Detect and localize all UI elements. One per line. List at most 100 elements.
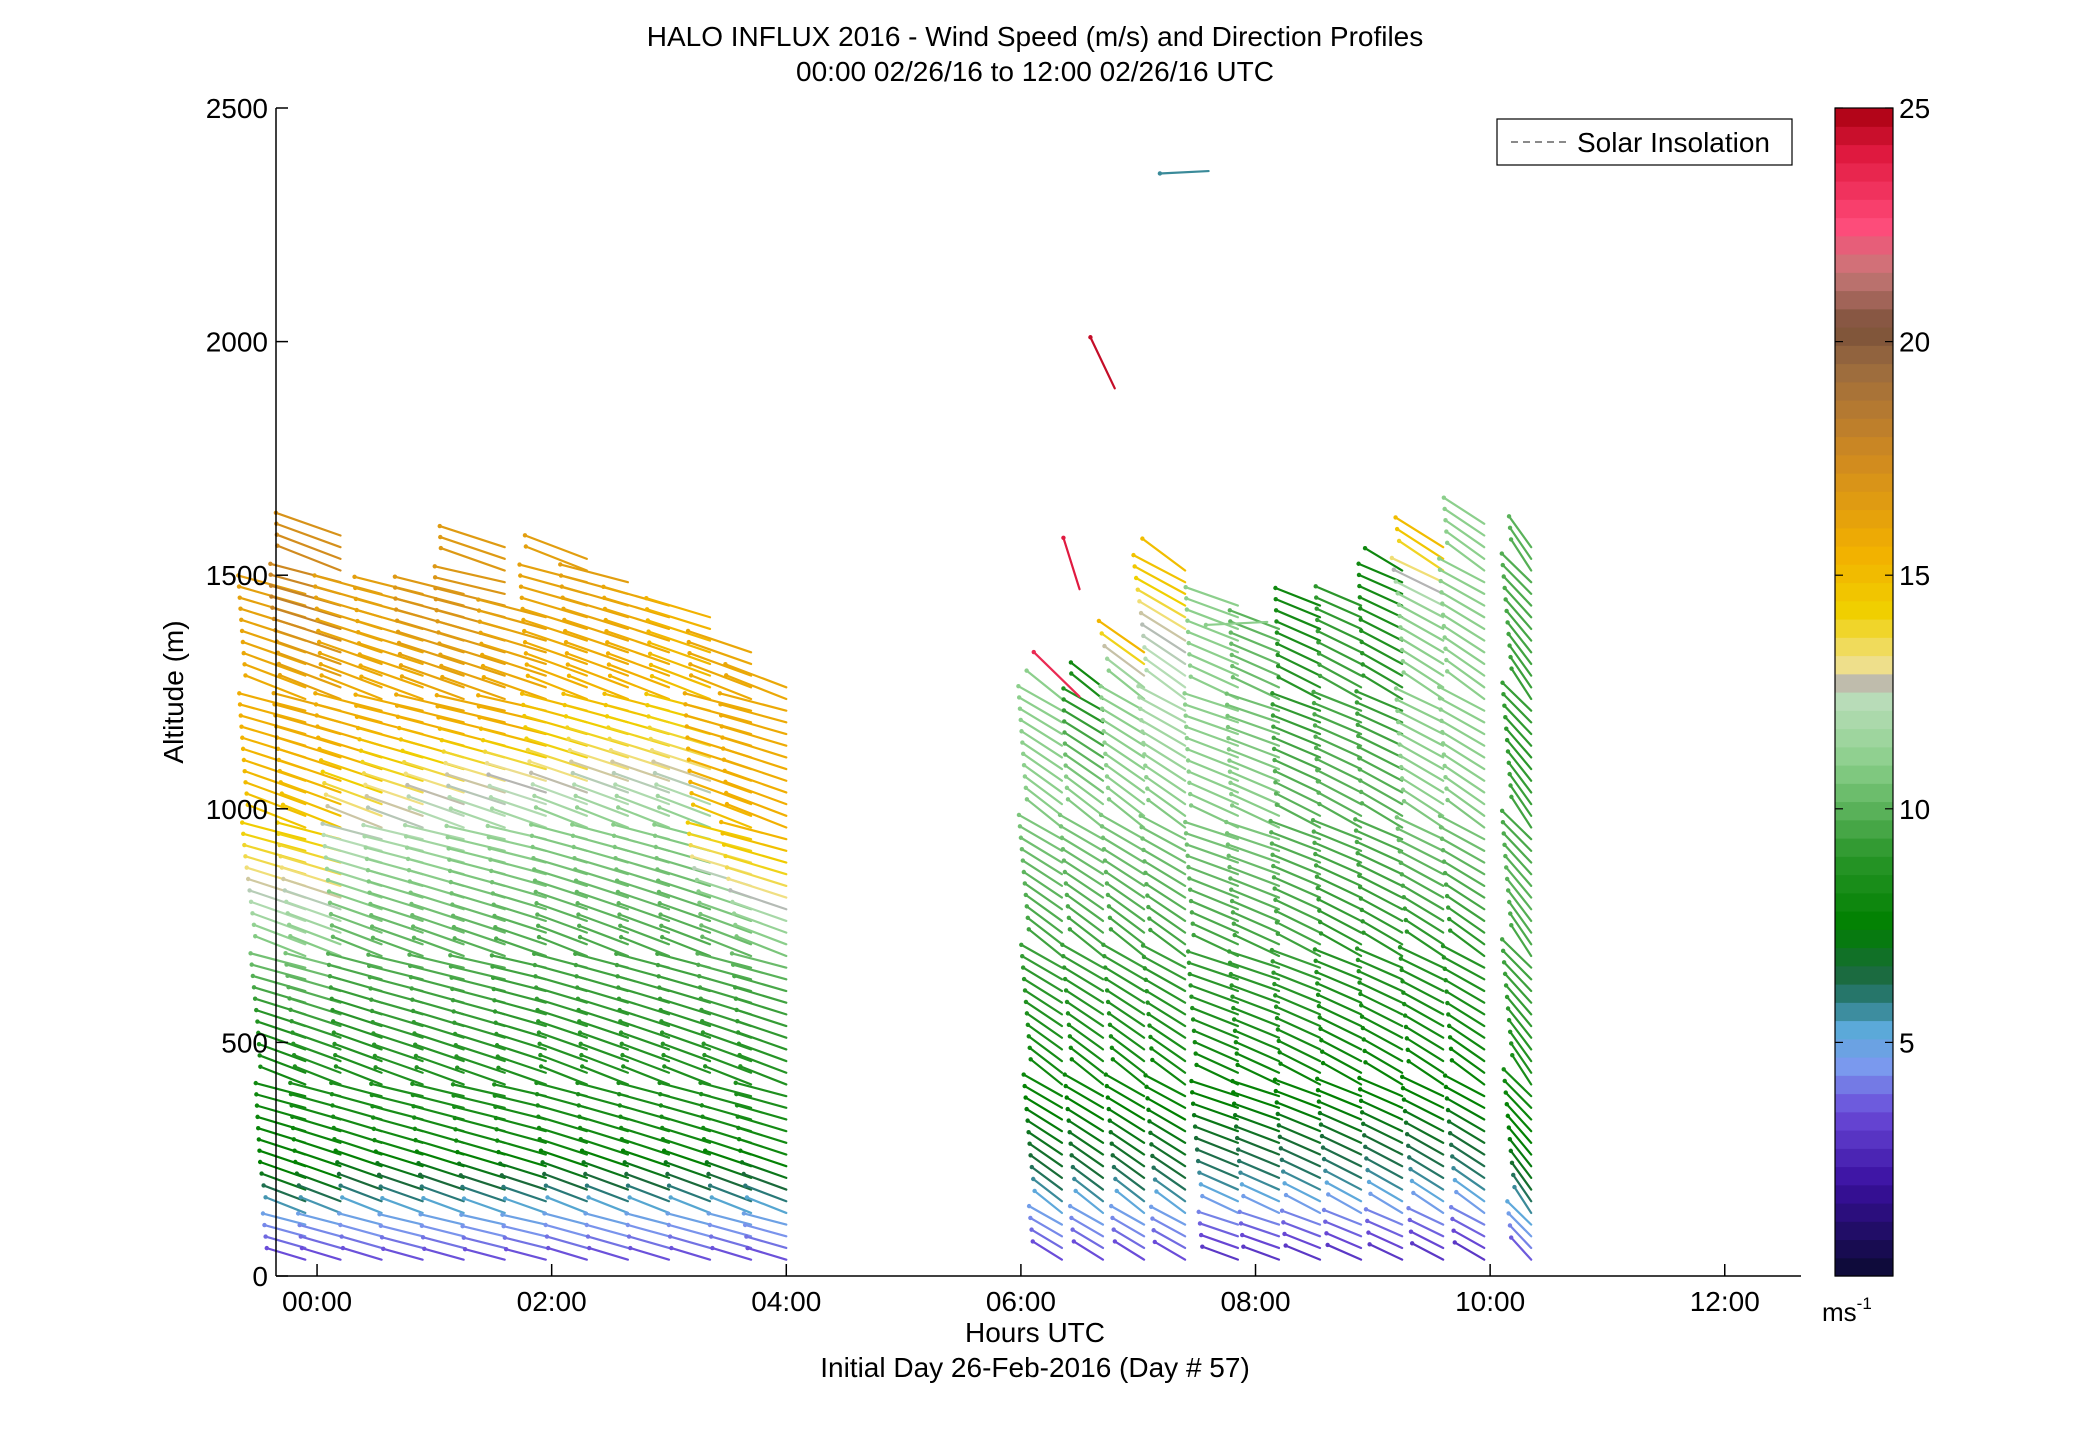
wind-barb-tip	[742, 1222, 748, 1228]
wind-barb-tip	[1104, 1083, 1109, 1089]
wind-barb-tip	[1365, 1167, 1370, 1173]
wind-barb	[1276, 653, 1322, 677]
wind-barb-tip	[1363, 1207, 1369, 1212]
wind-barb-tip	[354, 703, 359, 708]
wind-barb-tip	[1066, 1022, 1072, 1028]
wind-barb-tip	[1190, 921, 1195, 926]
wind-barb-tip	[1148, 1130, 1153, 1136]
wind-barb-tip	[1062, 719, 1067, 724]
wind-barb-tip	[1026, 1129, 1031, 1135]
wind-barb-tip	[394, 692, 399, 697]
wind-barb	[328, 901, 383, 923]
wind-barb-tip	[408, 963, 413, 969]
wind-barb-tip	[410, 1081, 415, 1087]
wind-barb	[1144, 657, 1187, 689]
colorbar-band	[1835, 655, 1893, 675]
wind-barb	[740, 1161, 788, 1179]
wind-barb-tip	[264, 1245, 269, 1251]
wind-barb-tip	[1276, 675, 1281, 680]
wind-barb-tip	[1271, 970, 1276, 975]
wind-barb	[1319, 920, 1363, 946]
wind-barb	[1275, 631, 1322, 654]
wind-barb	[393, 575, 465, 595]
wind-barb	[605, 630, 671, 654]
wind-barb	[1411, 1242, 1445, 1261]
wind-barb-tip	[405, 856, 411, 862]
wind-barb-tip	[448, 806, 454, 811]
wind-barb	[1356, 723, 1404, 747]
wind-barb	[1231, 1079, 1281, 1098]
wind-barb	[438, 524, 506, 549]
wind-barb-tip	[696, 962, 701, 968]
wind-barb-tip	[689, 854, 695, 859]
wind-barb-tip	[450, 1082, 456, 1087]
wind-barb	[249, 900, 307, 923]
wind-barb-tip	[447, 868, 453, 874]
wind-barb-tip	[618, 923, 623, 929]
wind-barb	[573, 857, 630, 876]
wind-barb-tip	[1268, 818, 1273, 824]
wind-barb-tip	[316, 735, 321, 740]
wind-barb	[326, 805, 383, 829]
wind-barb-tip	[1227, 960, 1233, 965]
wind-barb	[525, 737, 588, 759]
wind-barb	[1269, 820, 1322, 841]
wind-barb-tip	[443, 760, 448, 766]
wind-barb-tip	[1068, 1045, 1073, 1051]
wind-barb-tip	[1140, 622, 1145, 627]
wind-barb-tip	[1313, 958, 1318, 963]
wind-barb	[1273, 982, 1322, 1004]
wind-barb-tip	[1399, 776, 1405, 781]
wind-barb-tip	[1443, 646, 1448, 651]
wind-barb	[628, 1196, 671, 1215]
wind-barb-tip	[1151, 1165, 1156, 1170]
wind-barb-tip	[659, 923, 664, 929]
wind-barb-tip	[524, 662, 529, 667]
wind-barb	[501, 1213, 547, 1226]
wind-barb-tip	[1065, 1106, 1070, 1112]
wind-barb-tip	[448, 953, 453, 958]
chart-title: HALO INFLUX 2016 - Wind Speed (m/s) and …	[647, 21, 1424, 52]
wind-barb	[1316, 982, 1363, 1004]
wind-barb	[1197, 1159, 1240, 1179]
wind-barb-tip	[444, 772, 450, 777]
wind-barb-tip	[1400, 883, 1406, 888]
wind-barb-tip	[1026, 927, 1031, 932]
wind-barb	[1061, 943, 1105, 969]
wind-barb-tip	[1278, 1146, 1284, 1151]
wind-barb-tip	[1021, 1072, 1026, 1077]
wind-barb-tip	[656, 889, 662, 895]
wind-barb	[1320, 1134, 1363, 1156]
wind-barb-tip	[1313, 745, 1319, 751]
wind-barb	[496, 1139, 547, 1156]
wind-barb	[700, 1093, 753, 1109]
wind-barb-tip	[529, 833, 535, 838]
wind-barb	[1396, 709, 1445, 736]
wind-barb	[1446, 1108, 1486, 1133]
wind-barb-tip	[1103, 965, 1108, 970]
wind-barb-tip	[734, 1103, 740, 1108]
wind-barb	[1228, 759, 1281, 782]
wind-barb-tip	[244, 865, 249, 870]
wind-barb	[262, 1184, 307, 1203]
wind-barb	[364, 783, 424, 806]
wind-barb-tip	[1357, 756, 1362, 761]
wind-barb-tip	[330, 1114, 336, 1119]
wind-barb	[1275, 803, 1322, 829]
wind-barb-tip	[436, 715, 441, 720]
wind-barb-tip	[577, 934, 583, 940]
wind-barb	[1398, 743, 1445, 771]
wind-barb-tip	[282, 888, 288, 893]
wind-barb	[1105, 1084, 1146, 1109]
wind-barb	[1513, 1185, 1533, 1215]
wind-barb	[294, 1160, 342, 1179]
wind-barb-tip	[493, 936, 499, 941]
wind-barb-tip	[573, 793, 578, 799]
wind-barb-tip	[1442, 763, 1447, 769]
wind-barb-tip	[330, 1103, 335, 1108]
wind-barb-tip	[368, 901, 373, 907]
wind-barb-tip	[1504, 994, 1510, 1000]
wind-barb-tip	[1064, 892, 1070, 898]
wind-barb	[661, 1042, 712, 1063]
wind-barb-tip	[289, 1103, 294, 1108]
